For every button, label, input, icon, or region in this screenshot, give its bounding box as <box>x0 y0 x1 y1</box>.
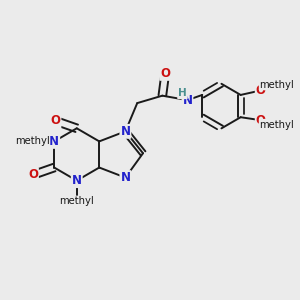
Text: N: N <box>182 94 193 106</box>
Text: methyl: methyl <box>15 136 50 146</box>
Text: N: N <box>49 135 59 148</box>
Text: methyl: methyl <box>59 196 94 206</box>
Text: H: H <box>178 88 187 98</box>
Text: methyl: methyl <box>260 80 294 89</box>
Text: N: N <box>120 125 130 138</box>
Text: O: O <box>160 67 170 80</box>
Text: O: O <box>256 114 266 127</box>
Text: N: N <box>72 174 82 187</box>
Text: O: O <box>50 114 61 128</box>
Text: O: O <box>256 84 266 97</box>
Text: N: N <box>120 171 130 184</box>
Text: methyl: methyl <box>260 120 294 130</box>
Text: O: O <box>28 169 38 182</box>
